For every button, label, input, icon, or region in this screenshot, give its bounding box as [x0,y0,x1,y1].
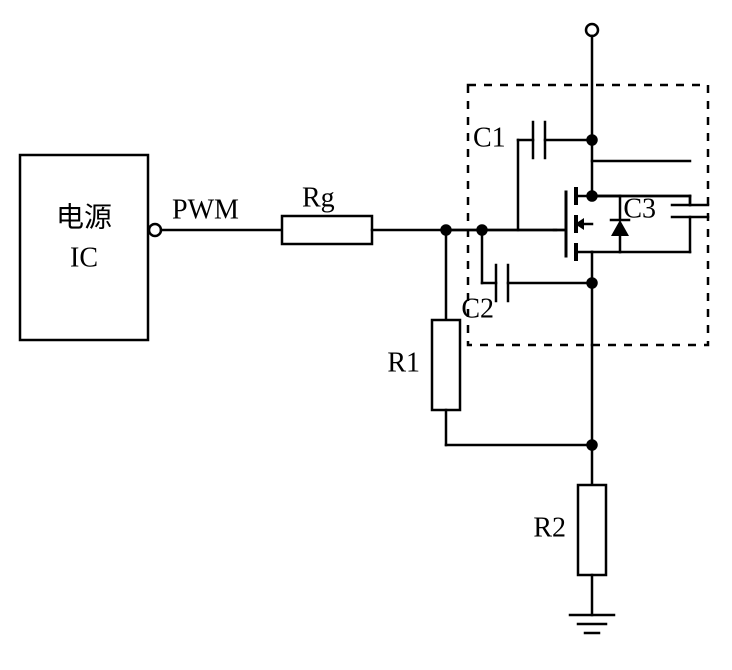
resistor-r2 [578,485,606,575]
c1-drain-node [588,136,597,145]
pwm-terminal [149,224,161,236]
r2-label: R2 [533,512,566,543]
drain-top-terminal [586,24,598,36]
r1-label: R1 [387,347,420,378]
drain-net-node [588,192,597,201]
c2-label: C2 [461,293,494,324]
pwm-label: PWM [172,194,239,225]
ic-label-2: IC [70,242,98,273]
ic-label-1: 电源 [56,201,112,233]
c3-label: C3 [623,193,656,224]
c2-source-node [588,279,597,288]
c1-label: C1 [473,122,506,153]
rg-label: Rg [302,182,335,213]
c2-top-node [478,226,487,235]
resistor-rg [282,216,372,244]
resistor-r1 [432,320,460,410]
